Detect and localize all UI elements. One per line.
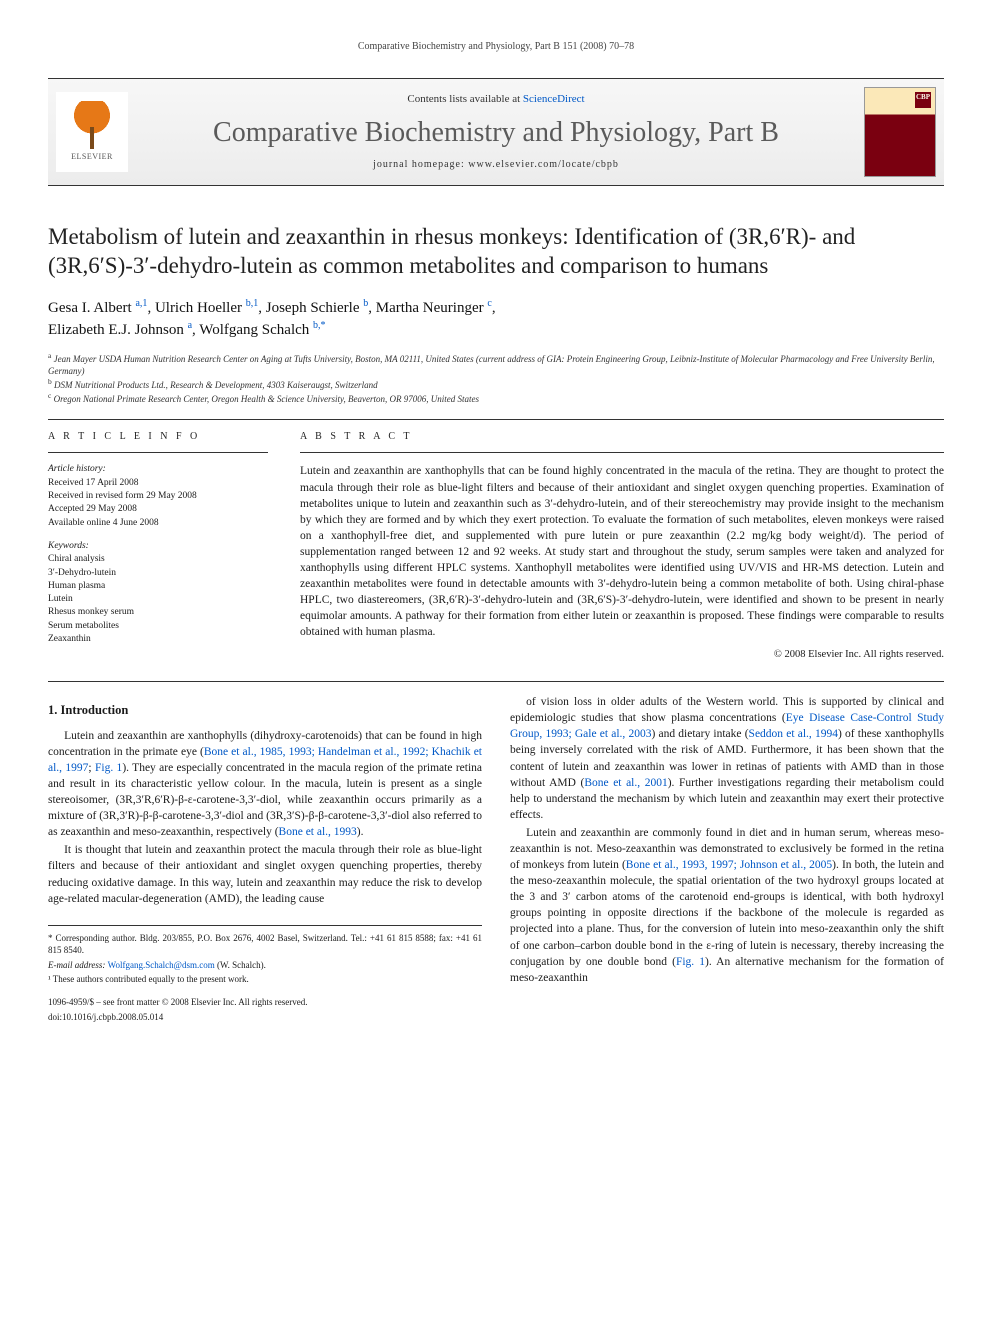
masthead-center: Contents lists available at ScienceDirec… xyxy=(128,92,864,173)
body-columns: 1. Introduction Lutein and zeaxanthin ar… xyxy=(48,694,944,1023)
affiliation-text: Jean Mayer USDA Human Nutrition Research… xyxy=(48,354,935,376)
author-name: Ulrich Hoeller xyxy=(155,300,242,316)
article-title: Metabolism of lutein and zeaxanthin in r… xyxy=(48,222,944,281)
figure-link[interactable]: Fig. 1 xyxy=(676,956,705,968)
keyword: Lutein xyxy=(48,594,73,604)
publication-meta: 1096-4959/$ – see front matter © 2008 El… xyxy=(48,996,482,1023)
rule xyxy=(48,681,944,682)
corresponding-author-note: * Corresponding author. Bldg. 203/855, P… xyxy=(48,932,482,957)
equal-contribution-note: ¹ These authors contributed equally to t… xyxy=(48,973,482,986)
article-info: A R T I C L E I N F O Article history: R… xyxy=(48,430,268,663)
affiliation-b: b DSM Nutritional Products Ltd., Researc… xyxy=(48,377,944,391)
email-suffix: (W. Schalch). xyxy=(215,960,266,970)
rule xyxy=(48,419,944,420)
author-name: Elizabeth E.J. Johnson xyxy=(48,322,184,338)
affiliation-text: DSM Nutritional Products Ltd., Research … xyxy=(54,380,378,390)
author-name: Martha Neuringer xyxy=(376,300,484,316)
keyword: Rhesus monkey serum xyxy=(48,607,134,617)
journal-cover-thumbnail: CBP xyxy=(864,87,936,177)
author-affil-mark: a xyxy=(188,320,192,331)
author-affil-mark: b,* xyxy=(313,320,326,331)
elsevier-logo: ELSEVIER xyxy=(56,92,128,172)
author-name: Joseph Schierle xyxy=(266,300,360,316)
front-matter-line: 1096-4959/$ – see front matter © 2008 El… xyxy=(48,996,482,1009)
email-link[interactable]: Wolfgang.Schalch@dsm.com xyxy=(108,960,215,970)
history-item: Received 17 April 2008 xyxy=(48,478,139,488)
history-item: Received in revised form 29 May 2008 xyxy=(48,491,197,501)
email-label: E-mail address: xyxy=(48,960,108,970)
journal-name: Comparative Biochemistry and Physiology,… xyxy=(128,113,864,152)
abstract-copyright: © 2008 Elsevier Inc. All rights reserved… xyxy=(300,648,944,663)
keyword: Chiral analysis xyxy=(48,554,105,564)
citation-link[interactable]: Bone et al., 1993, 1997; Johnson et al.,… xyxy=(626,859,832,871)
contents-available-line: Contents lists available at ScienceDirec… xyxy=(128,92,864,107)
abstract: A B S T R A C T Lutein and zeaxanthin ar… xyxy=(300,430,944,663)
email-line: E-mail address: Wolfgang.Schalch@dsm.com… xyxy=(48,959,482,972)
keyword: Human plasma xyxy=(48,581,105,591)
abstract-header: A B S T R A C T xyxy=(300,430,944,444)
keywords-label: Keywords: xyxy=(48,540,268,553)
citation-link[interactable]: Bone et al., 2001 xyxy=(584,777,667,789)
body-paragraph: Lutein and zeaxanthin are xanthophylls (… xyxy=(48,728,482,841)
author-affil-mark: b xyxy=(363,298,368,309)
info-abstract-row: A R T I C L E I N F O Article history: R… xyxy=(48,430,944,663)
article-history-label: Article history: xyxy=(48,464,106,474)
keyword: Serum metabolites xyxy=(48,621,119,631)
rule xyxy=(300,452,944,453)
author-affil-mark: a,1 xyxy=(135,298,147,309)
author-list: Gesa I. Albert a,1, Ulrich Hoeller b,1, … xyxy=(48,297,944,341)
affiliation-text: Oregon National Primate Research Center,… xyxy=(54,394,479,404)
rule xyxy=(48,452,268,453)
cover-badge: CBP xyxy=(916,93,930,103)
author-name: Gesa I. Albert xyxy=(48,300,132,316)
affiliation-c: c Oregon National Primate Research Cente… xyxy=(48,391,944,405)
citation-link[interactable]: Seddon et al., 1994 xyxy=(749,728,838,740)
affiliation-a: a Jean Mayer USDA Human Nutrition Resear… xyxy=(48,351,944,377)
elsevier-brand-text: ELSEVIER xyxy=(71,151,113,162)
journal-homepage-line: journal homepage: www.elsevier.com/locat… xyxy=(128,158,864,172)
text-run: ). In both, the lutein and the meso-zeax… xyxy=(510,859,944,968)
author-name: Wolfgang Schalch xyxy=(199,322,309,338)
abstract-text: Lutein and zeaxanthin are xanthophylls t… xyxy=(300,463,944,640)
author-affil-mark: b,1 xyxy=(246,298,259,309)
footnotes: * Corresponding author. Bldg. 203/855, P… xyxy=(48,925,482,1024)
article-info-header: A R T I C L E I N F O xyxy=(48,430,268,444)
body-paragraph: Lutein and zeaxanthin are commonly found… xyxy=(510,825,944,986)
elsevier-tree-icon xyxy=(68,101,116,149)
figure-link[interactable]: Fig. 1 xyxy=(95,762,122,774)
contents-prefix: Contents lists available at xyxy=(407,93,522,105)
keyword: 3′-Dehydro-lutein xyxy=(48,568,116,578)
text-run: ). xyxy=(357,826,364,838)
running-header: Comparative Biochemistry and Physiology,… xyxy=(48,40,944,54)
history-item: Accepted 29 May 2008 xyxy=(48,504,137,514)
text-run: ) and dietary intake ( xyxy=(651,728,748,740)
affiliations: a Jean Mayer USDA Human Nutrition Resear… xyxy=(48,351,944,406)
body-paragraph: of vision loss in older adults of the We… xyxy=(510,694,944,823)
keyword: Zeaxanthin xyxy=(48,634,91,644)
citation-link[interactable]: Bone et al., 1993 xyxy=(279,826,357,838)
journal-masthead: ELSEVIER Contents lists available at Sci… xyxy=(48,78,944,186)
history-item: Available online 4 June 2008 xyxy=(48,518,159,528)
doi-line: doi:10.1016/j.cbpb.2008.05.014 xyxy=(48,1011,482,1024)
author-affil-mark: c xyxy=(487,298,491,309)
body-paragraph: It is thought that lutein and zeaxanthin… xyxy=(48,842,482,906)
section-heading: 1. Introduction xyxy=(48,702,482,720)
sciencedirect-link[interactable]: ScienceDirect xyxy=(523,93,585,105)
